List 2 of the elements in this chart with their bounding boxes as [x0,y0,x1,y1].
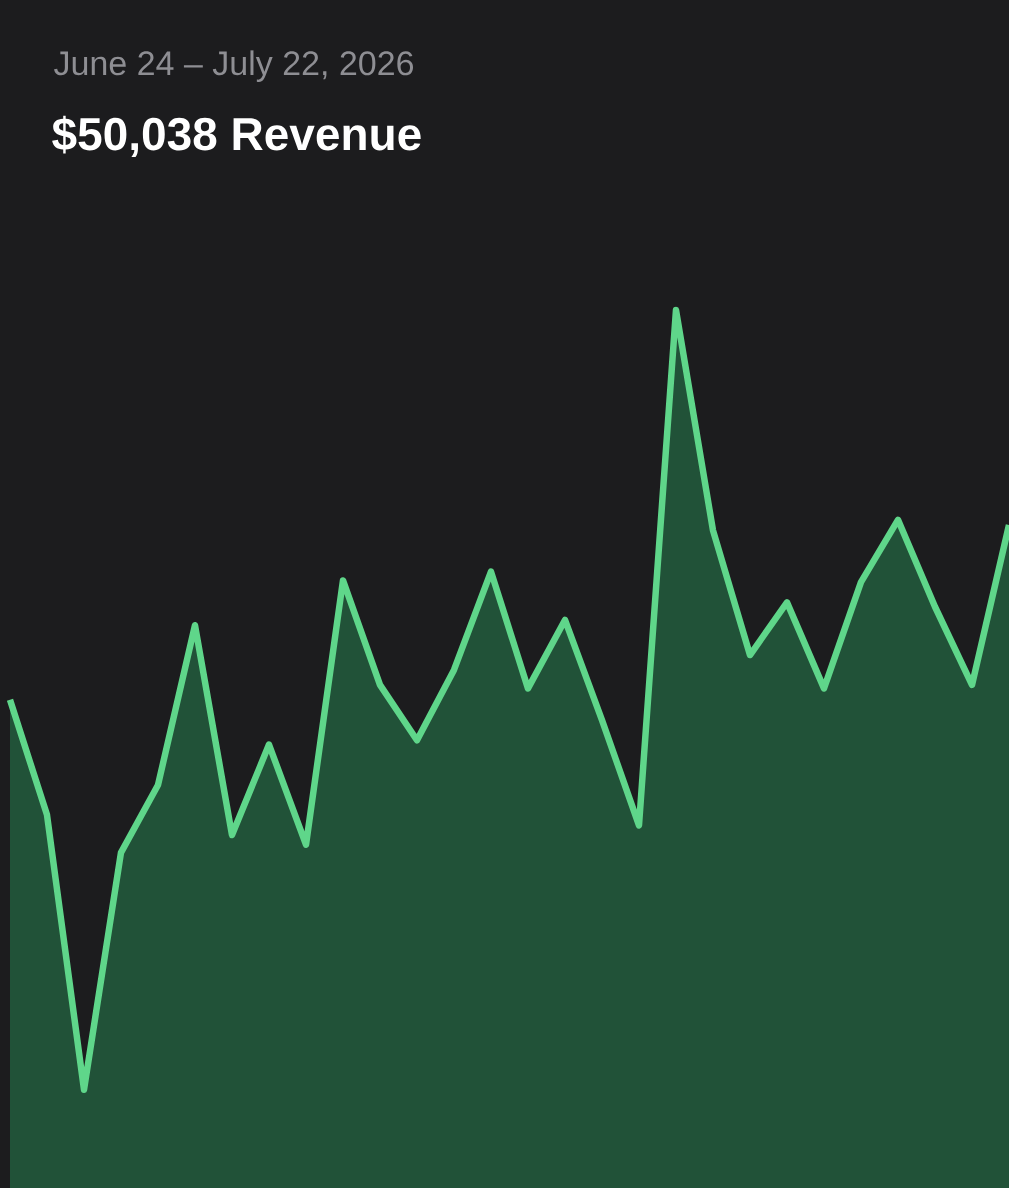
chart-subtitle: June 24 – July 22, 2026 [54,50,414,83]
chart-title: $50,038 Revenue [52,115,421,158]
